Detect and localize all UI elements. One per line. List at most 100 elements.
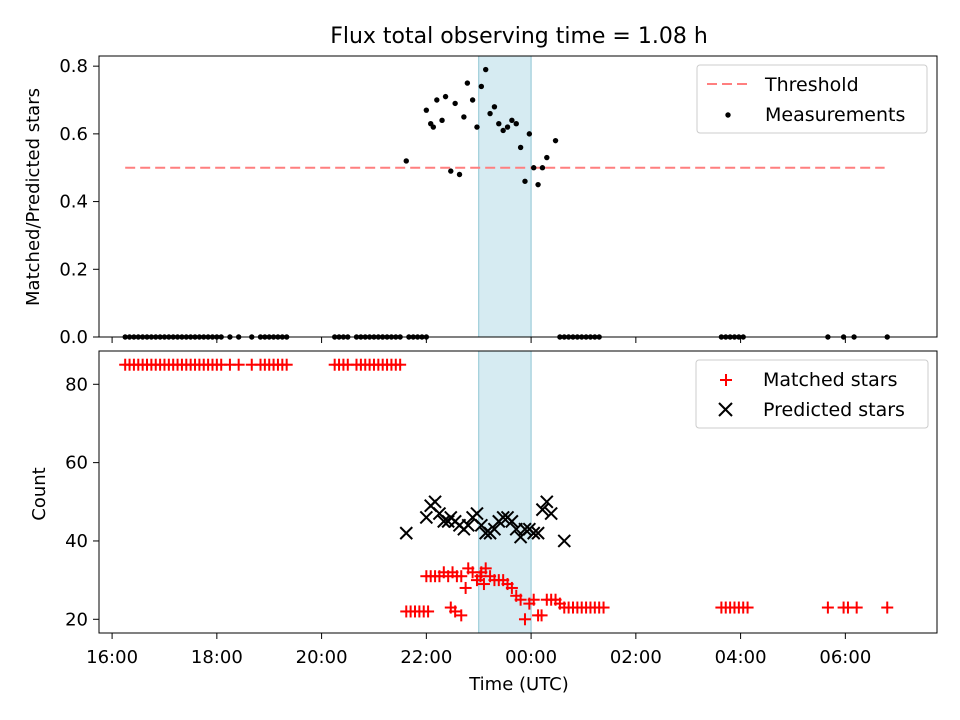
measurement-point	[464, 80, 471, 86]
predicted-star-marker-b	[540, 495, 554, 509]
measurement-point	[531, 165, 537, 171]
top-plot-area: 0.00.20.40.60.8 Matched/Predicted stars …	[23, 55, 938, 348]
bottom-x-tick-label: 06:00	[819, 647, 871, 668]
measurement-point	[403, 158, 409, 164]
top-legend-frame	[696, 64, 928, 134]
top-legend: Threshold Measurements	[696, 64, 928, 134]
measurement-point	[526, 131, 533, 137]
predicted-star-marker	[461, 518, 475, 532]
matched-star-marker	[597, 601, 610, 614]
measurement-point	[448, 168, 454, 174]
matched-star-marker	[518, 613, 531, 626]
bottom-legend: Matched stars Predicted stars	[695, 359, 929, 429]
predicted-stars-legend-label: Predicted stars	[763, 399, 905, 421]
x-axis-label: Time (UTC)	[468, 674, 569, 695]
bottom-x-tick-label: 16:00	[86, 647, 138, 668]
predicted-star-marker-b	[518, 522, 532, 536]
matched-stars-legend-swatch	[720, 374, 732, 386]
top-y-axis-label: Matched/Predicted stars	[23, 88, 44, 306]
predicted-star-marker	[531, 526, 545, 540]
predicted-star-marker-b	[399, 526, 413, 540]
matched-stars-legend-label: Matched stars	[763, 369, 897, 391]
bottom-y-tick-label: 80	[65, 374, 88, 395]
predicted-star-marker-b	[531, 526, 545, 540]
matched-stars-points	[119, 358, 894, 626]
measurement-point	[452, 100, 458, 107]
measurement-point	[517, 144, 524, 151]
predicted-star-marker	[535, 502, 550, 517]
measurement-point	[504, 124, 511, 130]
predicted-star-marker	[470, 506, 484, 521]
measurement-point	[430, 124, 437, 130]
matched-star-marker	[741, 601, 754, 614]
measurements-legend-swatch	[725, 112, 731, 118]
bottom-x-tick-label: 20:00	[296, 647, 348, 668]
predicted-stars-points	[399, 495, 571, 548]
measurement-point	[539, 165, 546, 171]
matched-star-marker	[459, 581, 472, 594]
predicted-star-marker-b	[535, 502, 550, 517]
matched-star-marker	[232, 358, 245, 371]
bottom-y-axis-label: Count	[29, 467, 50, 520]
matched-star-marker	[514, 593, 527, 606]
bottom-y-ticks: 20 40 60 80	[65, 374, 99, 630]
predicted-star-marker-b	[527, 526, 541, 540]
predicted-star-marker	[496, 510, 510, 525]
top-y-tick-label: 0.6	[59, 124, 88, 145]
top-axes-frame	[98, 55, 938, 338]
measurement-point	[434, 97, 440, 103]
measurement-point	[423, 107, 430, 113]
measurement-point	[509, 117, 515, 124]
matched-star-marker	[505, 581, 518, 594]
measurement-point	[474, 124, 480, 130]
measurement-point	[461, 114, 467, 120]
matched-star-marker	[280, 358, 293, 371]
predicted-star-marker	[557, 534, 571, 548]
matched-star-marker	[821, 601, 834, 614]
top-y-tick-label: 0.0	[59, 327, 88, 348]
matched-star-marker	[455, 570, 468, 583]
matched-star-marker	[394, 358, 407, 371]
predicted-star-marker	[437, 514, 451, 529]
matched-star-marker	[449, 605, 462, 618]
predicted-star-marker-b	[474, 518, 489, 532]
bottom-x-tick-label: 02:00	[610, 647, 662, 668]
predicted-star-marker-b	[496, 510, 510, 525]
predicted-star-marker	[419, 510, 434, 525]
bottom-plot-area: 20 40 60 80 16:00 18:00 20:00 22:00 00:00 02:00 0…	[29, 350, 938, 695]
top-y-tick-label: 0.4	[59, 192, 88, 213]
bottom-x-ticks: 16:00 18:00 20:00 22:00 00:00 02:00 04:00 06:00	[86, 633, 871, 668]
bottom-y-tick-label: 20	[65, 609, 88, 630]
measurement-point	[535, 181, 541, 188]
top-y-tick-label: 0.2	[59, 259, 88, 280]
predicted-star-marker	[518, 522, 532, 536]
predicted-star-marker-b	[478, 526, 493, 540]
measurement-point	[487, 110, 493, 117]
matched-star-marker	[881, 601, 894, 614]
predicted-star-marker-b	[470, 506, 484, 521]
predicted-star-marker-b	[437, 514, 451, 529]
bottom-y-tick-label: 60	[65, 453, 88, 474]
measurement-point	[483, 66, 489, 73]
matched-star-marker	[455, 609, 468, 622]
predicted-star-marker	[527, 526, 541, 540]
predicted-star-marker	[544, 506, 558, 521]
matched-star-marker	[477, 578, 490, 591]
matched-star-marker	[474, 570, 487, 583]
measurement-point	[442, 93, 449, 100]
measurement-point	[500, 127, 506, 134]
matched-star-marker	[535, 609, 548, 622]
threshold-legend-label: Threshold	[764, 74, 859, 96]
bottom-highlight-span	[478, 350, 532, 634]
measurement-point	[552, 137, 559, 144]
measurement-point	[544, 154, 550, 161]
predicted-star-marker	[399, 526, 413, 540]
matched-star-marker	[850, 601, 863, 614]
predicted-star-marker	[487, 522, 502, 536]
predicted-star-marker	[478, 526, 493, 540]
bottom-x-tick-label: 18:00	[191, 647, 243, 668]
predicted-star-marker	[505, 514, 519, 529]
measurement-point	[496, 121, 502, 127]
measurement-point	[456, 171, 463, 178]
predicted-star-marker-b	[461, 518, 475, 532]
